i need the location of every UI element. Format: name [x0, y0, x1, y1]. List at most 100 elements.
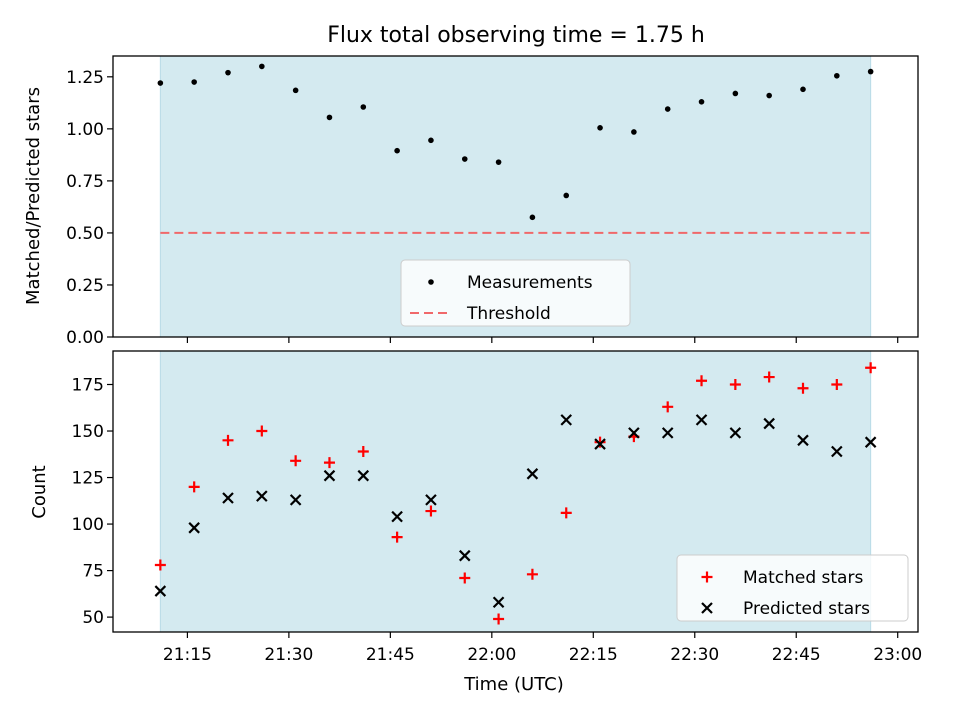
data-point: [225, 69, 231, 76]
data-point: [256, 490, 268, 502]
data-point: [661, 427, 674, 439]
data-point: [560, 414, 573, 426]
x-tick-label: 22:45: [772, 645, 821, 665]
y-tick-label: 0.75: [66, 172, 104, 192]
data-point: [695, 414, 708, 426]
data-point: [594, 436, 606, 448]
data-point: [732, 90, 739, 97]
data-point: [594, 438, 606, 450]
x-tick-label: 23:00: [873, 645, 922, 665]
y-tick-label: 75: [82, 562, 104, 582]
data-point: [360, 104, 367, 110]
data-point: [698, 98, 705, 105]
data-point: [529, 214, 536, 221]
data-point: [664, 106, 671, 112]
bottom-y-axis-label: Count: [29, 465, 50, 518]
x-tick-label: 22:00: [467, 645, 516, 665]
data-point: [425, 494, 437, 506]
y-tick-label: 100: [72, 515, 104, 535]
y-tick-label: 0.50: [66, 224, 104, 244]
data-point: [292, 87, 299, 94]
data-point: [729, 427, 742, 439]
data-point: [763, 371, 775, 383]
data-point: [696, 375, 708, 387]
data-point: [256, 425, 268, 437]
legend-label: Threshold: [466, 304, 551, 324]
legend-box: [676, 554, 909, 622]
y-tick-label: 50: [82, 608, 104, 628]
data-point: [191, 79, 197, 85]
data-point: [222, 492, 234, 504]
data-point: [394, 147, 400, 154]
data-point: [289, 494, 302, 506]
data-point: [831, 445, 843, 458]
data-point: [154, 585, 167, 597]
x-tick-label: 21:15: [163, 645, 212, 665]
data-point: [323, 469, 336, 482]
data-point: [865, 362, 877, 374]
data-point: [597, 125, 603, 131]
x-tick-label: 22:15: [569, 645, 618, 665]
data-point: [458, 549, 471, 562]
data-point: [188, 522, 200, 534]
data-point: [391, 510, 403, 523]
data-point: [391, 531, 403, 543]
chart-title: Flux total observing time = 1.75 h: [327, 23, 705, 48]
y-tick-label: 125: [72, 469, 104, 489]
plot-frame: [112, 350, 919, 633]
legend-label: Predicted stars: [743, 599, 870, 619]
legend-label: Matched stars: [743, 568, 863, 588]
x-tick-label: 21:45: [366, 645, 415, 665]
data-point: [831, 378, 843, 390]
y-tick-label: 0.25: [66, 276, 104, 296]
data-point: [797, 434, 809, 447]
bottom-panel: 50 75 100 125 150 175 21:15 21:30 21:45 22:00 22:1…: [72, 350, 922, 665]
y-tick-label: 0.00: [66, 328, 104, 348]
x-tick-label: 22:30: [670, 645, 719, 665]
data-point: [459, 572, 471, 584]
data-point: [800, 86, 806, 93]
data-point: [357, 469, 370, 482]
data-point: [867, 68, 874, 75]
y-tick-label: 1.25: [66, 68, 104, 88]
data-point: [493, 613, 505, 625]
legend-marker: [428, 279, 434, 285]
top-y-axis-label: Matched/Predicted stars: [23, 87, 44, 305]
data-point: [157, 80, 164, 86]
data-point: [461, 156, 468, 162]
data-point: [797, 382, 809, 394]
data-point: [628, 427, 640, 439]
y-tick-label: 150: [72, 422, 104, 442]
data-point: [763, 417, 775, 430]
data-point: [290, 455, 302, 467]
data-point: [357, 445, 369, 457]
data-point: [428, 137, 434, 144]
x-axis-label: Time (UTC): [463, 674, 564, 695]
data-point: [188, 481, 200, 493]
legend-box: [400, 259, 631, 327]
data-point: [154, 559, 166, 571]
data-point: [560, 507, 572, 519]
data-point: [222, 434, 234, 446]
data-point: [729, 378, 741, 390]
data-point: [326, 114, 333, 121]
data-point: [526, 468, 539, 480]
data-point: [864, 436, 877, 448]
top-panel: 0.00 0.25 0.50 0.75 1.00 1.25 Measurements Thre…: [66, 55, 919, 348]
data-point: [425, 505, 437, 517]
data-point: [495, 159, 502, 165]
legend-marker: [701, 571, 713, 583]
data-point: [259, 63, 265, 70]
data-point: [662, 401, 674, 413]
legend-label: Measurements: [467, 273, 593, 293]
data-point: [563, 192, 570, 199]
plot-frame: [112, 55, 919, 338]
data-point: [631, 129, 637, 135]
x-tick-label: 21:30: [264, 645, 313, 665]
legend-marker: [701, 602, 713, 614]
data-point: [492, 596, 505, 609]
y-tick-label: 175: [72, 375, 104, 395]
data-point: [766, 92, 772, 99]
